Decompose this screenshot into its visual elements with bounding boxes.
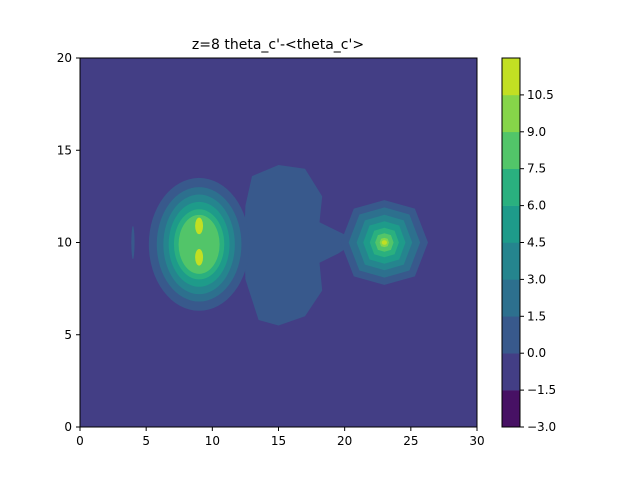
y-tick-label: 20 <box>57 51 72 65</box>
x-tick-label: 0 <box>76 434 84 448</box>
colorbar-tick-label: 4.5 <box>527 236 546 250</box>
colorbar-tick-label: 1.5 <box>527 309 546 323</box>
contour-band-left-6 <box>178 214 220 274</box>
colorbar-band <box>502 279 520 317</box>
x-tick-label: 15 <box>271 434 286 448</box>
colorbar-band <box>502 242 520 280</box>
colorbar-tick-label: 7.5 <box>527 162 546 176</box>
colorbar-band <box>502 131 520 169</box>
colorbar-tick-label: −1.5 <box>527 383 556 397</box>
colorbar-tick-label: 9.0 <box>527 125 546 139</box>
colorbar-tick-label: −3.0 <box>527 420 556 434</box>
colorbar-band <box>502 94 520 133</box>
x-tick-label: 5 <box>142 434 150 448</box>
chart-title: z=8 theta_c'-<theta_c'> <box>192 37 364 53</box>
colorbar-tick-label: 6.0 <box>527 199 546 213</box>
y-tick-label: 5 <box>64 328 72 342</box>
colorbar: −3.0 −1.5 0.0 1.5 3.0 4.5 6.0 7.5 9.0 10.5 <box>501 57 556 434</box>
colorbar-tick-label: 10.5 <box>527 88 554 102</box>
contour-fills <box>131 165 428 326</box>
contour-peak-right <box>381 240 388 245</box>
contour-peak-left-1 <box>195 217 204 235</box>
x-axis: 0 5 10 15 20 25 30 <box>76 427 485 448</box>
x-tick-label: 20 <box>337 434 352 448</box>
colorbar-band <box>502 353 520 391</box>
contour-band-small-left <box>131 225 135 260</box>
contour-peak-left-2 <box>195 248 204 266</box>
contour-band-middle-plateau <box>244 165 358 326</box>
plot-area <box>80 58 477 427</box>
colorbar-band <box>502 316 520 354</box>
colorbar-band <box>502 58 520 96</box>
colorbar-tick-label: 0.0 <box>527 346 546 360</box>
colorbar-band <box>502 390 520 428</box>
y-axis: 0 5 10 15 20 <box>57 51 80 434</box>
x-tick-label: 30 <box>469 434 484 448</box>
colorbar-tick-label: 3.0 <box>527 272 546 286</box>
x-tick-label: 25 <box>403 434 418 448</box>
colorbar-band <box>502 205 520 243</box>
colorbar-band <box>502 168 520 206</box>
y-tick-label: 15 <box>57 143 72 157</box>
y-tick-label: 0 <box>64 420 72 434</box>
x-tick-label: 10 <box>205 434 220 448</box>
y-tick-label: 10 <box>57 236 72 250</box>
